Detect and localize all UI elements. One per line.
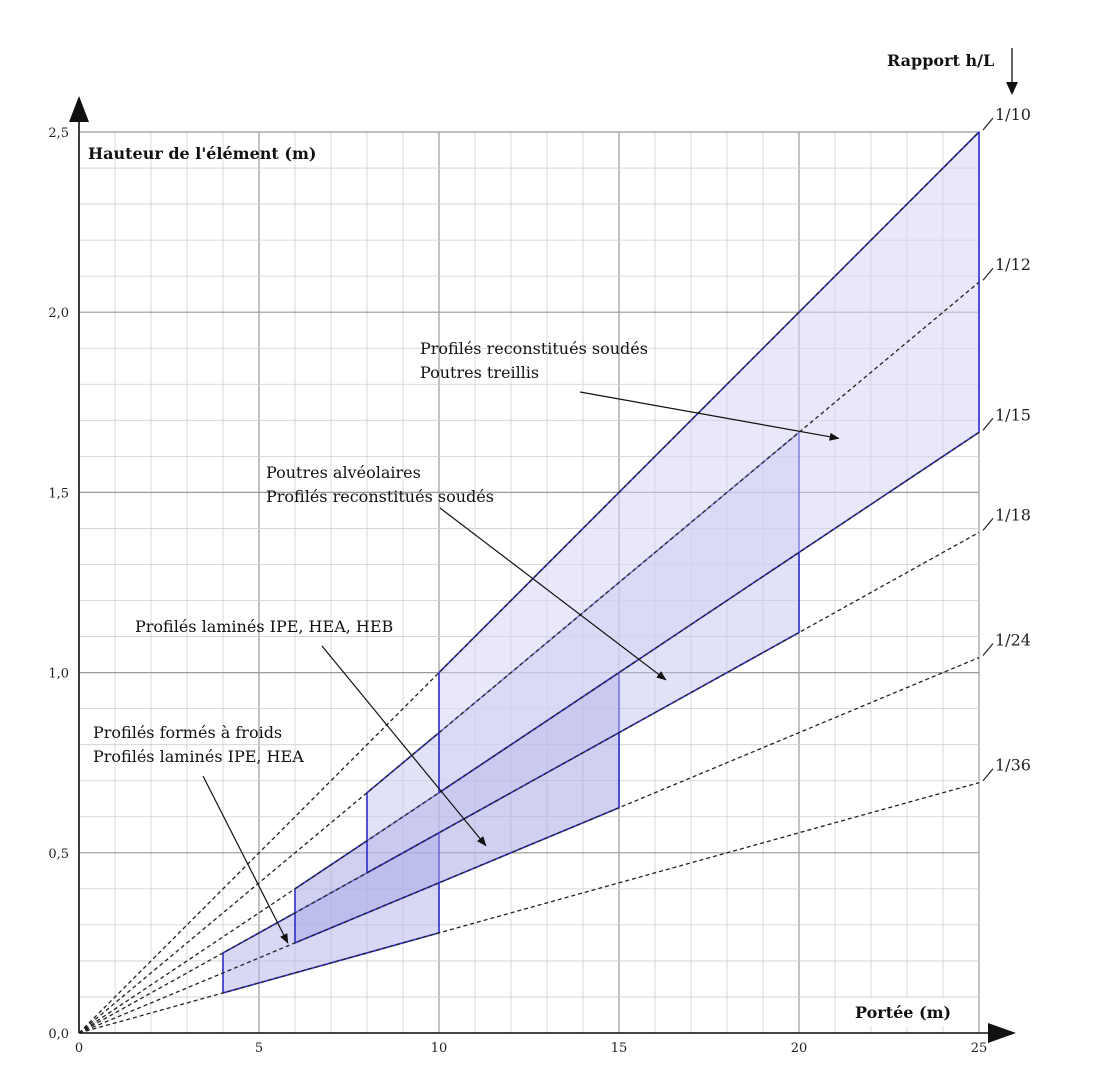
y-tick-label: 0,5 bbox=[48, 847, 69, 862]
annotation-1: Profilés reconstitués soudés Poutres trei… bbox=[420, 339, 840, 441]
annotations: Profilés reconstitués soudés Poutres trei… bbox=[93, 339, 840, 944]
annotation-text: Poutres alvéolaires bbox=[266, 463, 421, 482]
x-tick-label: 5 bbox=[255, 1041, 263, 1056]
annotation-arrow bbox=[202, 775, 289, 944]
y-axis-title: Hauteur de l'élément (m) bbox=[88, 144, 316, 163]
annotation-3: Profilés laminés IPE, HEA, HEB bbox=[135, 617, 487, 847]
y-tick-label: 1,0 bbox=[48, 667, 69, 682]
x-axis-arrow-icon bbox=[988, 1023, 1016, 1043]
ratio-labels: 1/10 1/12 1/15 1/18 1/24 1/36 bbox=[982, 105, 1031, 782]
ratio-label-1-24: 1/24 bbox=[995, 631, 1031, 650]
ratio-label-leader bbox=[982, 768, 994, 782]
ratio-line-1-15 bbox=[78, 431, 980, 1034]
ratio-lines bbox=[78, 131, 980, 1034]
ratio-line-1-18 bbox=[78, 531, 980, 1034]
y-tick-label: 2,0 bbox=[48, 306, 69, 321]
annotation-text: Profilés reconstitués soudés bbox=[420, 339, 648, 358]
annotation-2: Poutres alvéolaires Profilés reconstitués… bbox=[266, 463, 667, 681]
annotation-arrow bbox=[439, 507, 667, 681]
x-tick-label: 20 bbox=[791, 1041, 808, 1056]
ratio-label-leader bbox=[982, 267, 994, 281]
annotation-4: Profilés formés à froids Profilés laminés… bbox=[93, 723, 304, 944]
annotation-text: Profilés laminés IPE, HEA bbox=[93, 747, 304, 766]
annotation-arrow bbox=[321, 645, 487, 847]
ratio-label-leader bbox=[982, 643, 994, 656]
ratio-label-1-18: 1/18 bbox=[995, 505, 1031, 524]
annotation-text: Profilés laminés IPE, HEA, HEB bbox=[135, 617, 393, 636]
annotation-text: Poutres treillis bbox=[420, 363, 539, 382]
ratio-header-arrow-icon bbox=[1006, 82, 1018, 95]
ratio-line-1-10 bbox=[78, 131, 980, 1034]
x-tick-label: 25 bbox=[971, 1041, 988, 1056]
x-tick-label: 15 bbox=[611, 1041, 628, 1056]
annotation-text: Profilés reconstitués soudés bbox=[266, 487, 494, 506]
y-tick-label: 0,0 bbox=[48, 1027, 69, 1042]
ratio-label-1-10: 1/10 bbox=[995, 105, 1031, 124]
ratio-label-leader bbox=[982, 117, 994, 131]
y-tick-label: 1,5 bbox=[48, 486, 69, 501]
axes bbox=[69, 96, 1016, 1043]
annotation-arrow bbox=[579, 391, 840, 441]
ratio-label-1-15: 1/15 bbox=[995, 405, 1031, 424]
ratio-header: Rapport h/L bbox=[887, 51, 994, 70]
region-profiles-reconstitues bbox=[438, 131, 980, 794]
x-tick-label: 10 bbox=[431, 1041, 448, 1056]
tick-labels: 0 5 10 15 20 25 0,0 0,5 1,0 1,5 2,0 2,5 bbox=[48, 126, 987, 1056]
regions bbox=[222, 131, 980, 994]
ratio-line-1-12 bbox=[78, 281, 980, 1034]
ratio-line-1-36 bbox=[78, 782, 980, 1034]
ratio-line-1-24 bbox=[78, 656, 980, 1034]
y-axis-arrow-icon bbox=[69, 96, 89, 122]
x-axis-title-bg bbox=[848, 998, 966, 1026]
annotation-text: Profilés formés à froids bbox=[93, 723, 282, 742]
ratio-label-1-12: 1/12 bbox=[995, 255, 1031, 274]
ratio-label-leader bbox=[982, 518, 994, 531]
x-tick-label: 0 bbox=[75, 1041, 83, 1056]
ratio-label-1-36: 1/36 bbox=[995, 756, 1031, 775]
x-axis-title: Portée (m) bbox=[855, 1003, 951, 1022]
y-tick-label: 2,5 bbox=[48, 126, 69, 141]
ratio-label-leader bbox=[982, 417, 994, 431]
